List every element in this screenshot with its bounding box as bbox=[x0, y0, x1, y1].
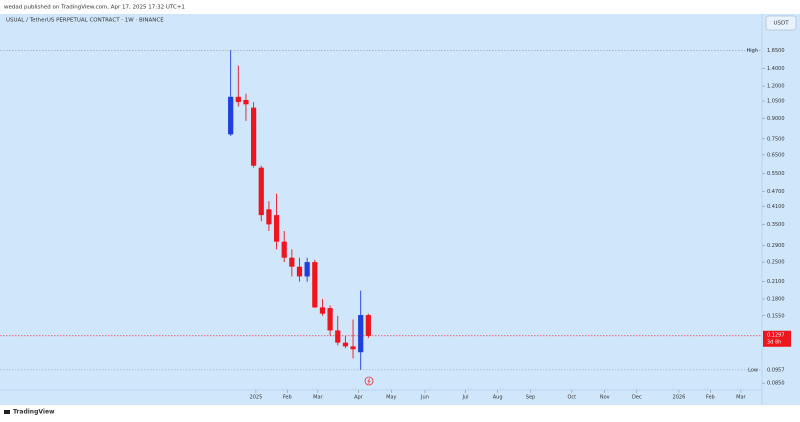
currency: USDT bbox=[773, 21, 789, 27]
candle-body bbox=[296, 266, 303, 277]
candle-body bbox=[312, 262, 318, 308]
x-tick-label: 2025 bbox=[250, 395, 263, 401]
y-tick-label: 1.2000 bbox=[767, 84, 785, 90]
x-tick-label: Oct bbox=[567, 395, 576, 401]
x-tick-label: Mar bbox=[736, 395, 746, 401]
countdown: 3d 8h bbox=[767, 339, 781, 345]
y-tick-label: 0.4700 bbox=[767, 189, 785, 195]
x-tick-label: Aug bbox=[493, 395, 503, 401]
plot-area bbox=[0, 14, 762, 405]
candle-body bbox=[273, 215, 280, 242]
y-tick-label: 0.4100 bbox=[767, 204, 785, 210]
symbol-title: USUAL / TetherUS PERPETUAL CONTRACT · 1W… bbox=[6, 18, 164, 24]
candle-body bbox=[350, 346, 356, 350]
x-tick-label: Jul bbox=[461, 395, 468, 401]
y-tick-label: 0.3500 bbox=[767, 222, 785, 228]
y-tick-label: 0.2100 bbox=[767, 279, 785, 285]
event-bolt bbox=[367, 378, 371, 384]
x-tick-label: Jun bbox=[420, 395, 429, 401]
low-name: Low bbox=[748, 367, 758, 373]
candle-body bbox=[319, 307, 326, 314]
currency-box bbox=[765, 15, 797, 31]
low-label: 0.0957 bbox=[767, 367, 785, 373]
y-tick-label: 0.0850 bbox=[767, 381, 785, 387]
candle-body bbox=[358, 315, 364, 353]
x-tick-label: Nov bbox=[600, 395, 610, 401]
logo: TradingView bbox=[4, 409, 55, 416]
y-tick-label: 0.7500 bbox=[767, 136, 785, 142]
y-tick-label: 0.5500 bbox=[767, 171, 785, 177]
candle-body bbox=[251, 107, 257, 166]
x-tick-label: Dec bbox=[632, 395, 642, 401]
event-icon bbox=[364, 376, 374, 386]
candle-body bbox=[342, 342, 349, 347]
footer: TradingView bbox=[13, 409, 55, 416]
last-price-box bbox=[763, 330, 791, 347]
candle-body bbox=[243, 99, 249, 105]
x-tick-label: Feb bbox=[283, 395, 292, 401]
candle-body bbox=[327, 308, 333, 331]
x-tick-label: Sep bbox=[526, 395, 535, 401]
candle-body bbox=[365, 315, 371, 336]
candle-body bbox=[289, 257, 295, 267]
y-tick-label: 1.0500 bbox=[767, 99, 785, 105]
y-tick-label: 0.2500 bbox=[767, 260, 785, 266]
y-tick-label: 0.6500 bbox=[767, 152, 785, 158]
y-tick-label: 1.4000 bbox=[767, 66, 785, 72]
x-tick-label: Mar bbox=[313, 395, 323, 401]
y-tick-label: 0.2900 bbox=[767, 243, 785, 249]
y-tick-label: 0.1550 bbox=[767, 313, 785, 319]
candle-body bbox=[235, 96, 241, 103]
high-label: 1.6500 bbox=[767, 48, 785, 54]
x-tick-label: May bbox=[386, 395, 396, 401]
x-tick-label: Apr bbox=[354, 395, 364, 401]
logo-mark bbox=[4, 410, 10, 414]
candle-body bbox=[304, 262, 310, 277]
attribution: wedad published on TradingView.com, Apr … bbox=[4, 5, 185, 11]
candle-body bbox=[258, 167, 264, 216]
x-tick-label: Feb bbox=[706, 395, 715, 401]
candle-body bbox=[228, 96, 234, 135]
candle-body bbox=[335, 330, 341, 343]
candle-body bbox=[266, 209, 272, 225]
high-name: High bbox=[747, 48, 759, 54]
y-tick-label: 0.1800 bbox=[767, 296, 785, 302]
x-tick-label: 2026 bbox=[673, 395, 686, 401]
candle-body bbox=[281, 241, 287, 258]
last-price-label: 0.1297 bbox=[767, 332, 785, 338]
y-tick-label: 0.9000 bbox=[767, 116, 785, 122]
